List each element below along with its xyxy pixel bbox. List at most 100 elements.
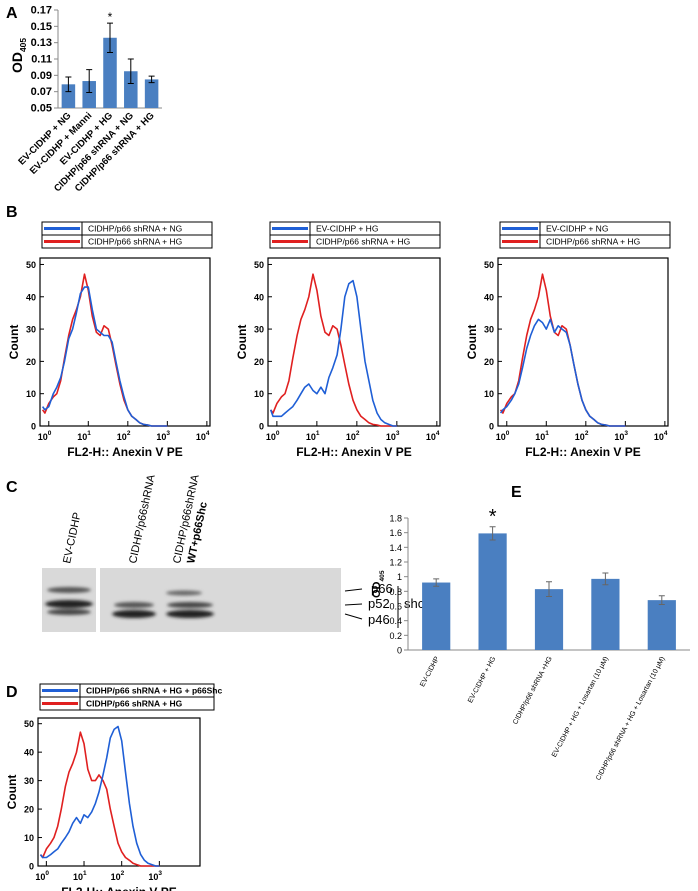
x-tick-exponent: 1 [316, 430, 320, 437]
x-tick-label: 10 [73, 872, 83, 882]
error-bar [658, 595, 665, 606]
y-tick-label: 0.05 [31, 103, 52, 115]
y-axis-label: Count [235, 325, 249, 360]
lane-label: CIDHP/p66shRNA [127, 473, 158, 565]
y-tick-label: 0 [489, 422, 494, 432]
x-tick-exponent: 2 [127, 430, 131, 437]
bar [534, 589, 564, 650]
error-bar [546, 581, 552, 597]
annotation: * [489, 506, 497, 528]
y-tick-label: 30 [24, 776, 34, 786]
x-axis-label: FL2-H:: Anexin V PE [296, 445, 412, 459]
legend-label: CIDHP/p66 shRNA + HG [546, 237, 640, 247]
bar [61, 84, 76, 108]
bar [591, 578, 620, 650]
x-tick-label: CIDHP/p66 shRNA +HG [512, 656, 554, 726]
y-tick-label: 0.09 [31, 70, 52, 82]
panel-letter: A [6, 5, 18, 22]
y-tick-label: 10 [24, 833, 34, 843]
y-tick-label: 1.2 [389, 558, 402, 568]
band-label: p52 [368, 596, 390, 611]
bar [124, 71, 138, 108]
x-tick-exponent: 3 [396, 430, 400, 437]
plot-frame [37, 717, 201, 867]
y-tick-label: 1.4 [389, 543, 402, 553]
x-axis-label: FL2-H:: Anexin V PE [67, 445, 183, 459]
x-tick-exponent: 4 [436, 430, 440, 437]
x-tick-label: 10 [386, 432, 396, 442]
y-tick-label: 30 [254, 325, 264, 335]
y-tick-label: 10 [254, 389, 264, 399]
x-tick-exponent: 0 [48, 430, 52, 437]
x-tick-label: 10 [346, 432, 356, 442]
x-tick-label: 10 [575, 432, 585, 442]
bar [647, 600, 676, 650]
y-tick-label: 40 [26, 292, 36, 302]
error-bar [489, 526, 496, 541]
y-tick-label: 0.4 [389, 616, 402, 626]
x-tick-exponent: 2 [585, 430, 589, 437]
x-tick-exponent: 2 [121, 870, 125, 877]
y-tick-label: 10 [26, 389, 36, 399]
y-tick-label: 20 [26, 357, 36, 367]
blot-image [42, 568, 399, 632]
y-tick-label: 0.07 [31, 86, 52, 98]
bar [422, 582, 451, 650]
y-tick-label: 0.13 [31, 37, 52, 49]
y-axis-label-main: OD [371, 581, 383, 598]
y-tick-label: 20 [254, 357, 264, 367]
series-line [39, 731, 160, 867]
y-tick-label: 0.15 [31, 21, 52, 33]
x-tick-exponent: 1 [83, 870, 87, 877]
x-tick-label: 10 [654, 432, 664, 442]
y-tick-label: 0.2 [389, 631, 402, 641]
x-tick-label: EV-CIDHP [419, 655, 441, 688]
x-tick-label: 10 [266, 432, 276, 442]
legend-label: EV-CIDHP + HG [316, 224, 378, 234]
y-tick-label: 10 [484, 389, 494, 399]
y-axis-label-main: OD [9, 52, 25, 73]
x-tick-exponent: 4 [664, 430, 668, 437]
x-tick-label: 10 [77, 432, 87, 442]
x-tick-label: 10 [614, 432, 624, 442]
x-tick-exponent: 3 [166, 430, 170, 437]
y-tick-label: 30 [484, 325, 494, 335]
y-tick-label: 40 [254, 292, 264, 302]
series-line [39, 725, 160, 867]
y-tick-label: 50 [26, 260, 36, 270]
series-line [499, 318, 626, 427]
y-tick-label: 40 [484, 292, 494, 302]
x-tick-exponent: 1 [545, 430, 549, 437]
x-tick-exponent: 0 [506, 430, 510, 437]
x-tick-label: 10 [306, 432, 316, 442]
legend-label: EV-CIDHP + NG [546, 224, 608, 234]
x-tick-label: 10 [148, 872, 158, 882]
error-bar [107, 22, 113, 53]
y-axis-label: Count [465, 325, 479, 360]
x-tick-label: 10 [535, 432, 545, 442]
plot-frame [267, 257, 441, 427]
group-label: shc [404, 596, 425, 611]
bar [82, 81, 96, 108]
bar [103, 37, 117, 109]
y-tick-label: 40 [24, 748, 34, 758]
y-axis-label-sub: 405 [379, 570, 386, 581]
bar [144, 79, 159, 108]
blot-lane [100, 568, 341, 632]
panel-letter: C [6, 479, 18, 496]
plot-frame [497, 257, 669, 427]
legend-label: CIDHP/p66 shRNA + HG [316, 237, 410, 247]
series-line [270, 273, 397, 427]
x-tick-label: 10 [117, 432, 127, 442]
y-tick-label: 0 [259, 422, 264, 432]
y-tick-label: 0.8 [389, 587, 402, 597]
y-tick-label: 20 [484, 357, 494, 367]
y-tick-label: 1 [397, 572, 402, 582]
y-axis-label-sub: 405 [18, 38, 28, 52]
band-label: p46 [368, 612, 390, 627]
y-tick-label: 0 [397, 646, 402, 656]
y-tick-label: 0.11 [31, 54, 52, 66]
y-tick-label: 1.8 [389, 514, 402, 524]
